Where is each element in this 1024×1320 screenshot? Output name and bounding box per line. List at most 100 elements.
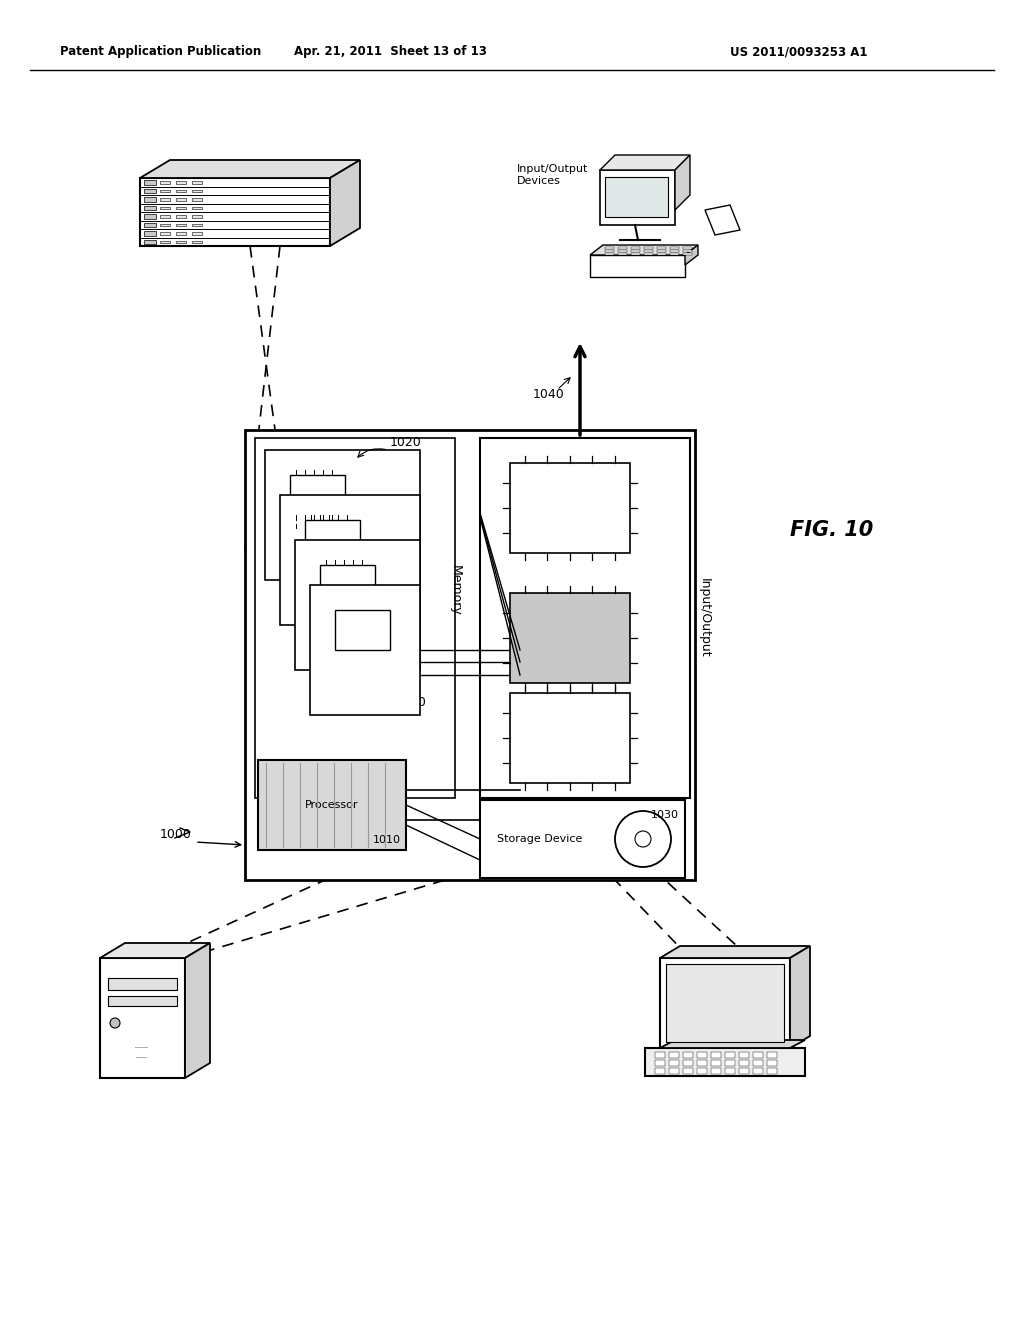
Text: FIG. 10: FIG. 10 bbox=[790, 520, 873, 540]
Bar bbox=[753, 1060, 763, 1067]
Bar bbox=[144, 180, 156, 185]
Text: 1030: 1030 bbox=[651, 810, 679, 820]
Bar bbox=[655, 1052, 665, 1059]
Bar bbox=[100, 958, 185, 1078]
Bar bbox=[144, 206, 156, 210]
Bar bbox=[160, 198, 170, 201]
Bar bbox=[753, 1052, 763, 1059]
Bar bbox=[725, 1060, 735, 1067]
Bar bbox=[725, 1052, 735, 1059]
Bar bbox=[711, 1068, 721, 1074]
Bar bbox=[160, 181, 170, 183]
Bar bbox=[618, 247, 627, 249]
Bar bbox=[669, 1052, 679, 1059]
Bar bbox=[310, 585, 420, 715]
Bar bbox=[176, 232, 186, 235]
Bar bbox=[160, 232, 170, 235]
Bar bbox=[697, 1060, 707, 1067]
Bar bbox=[767, 1068, 777, 1074]
Text: 1040: 1040 bbox=[534, 388, 565, 401]
Bar bbox=[657, 249, 666, 252]
Bar bbox=[193, 198, 202, 201]
Text: US 2011/0093253 A1: US 2011/0093253 A1 bbox=[730, 45, 867, 58]
Bar bbox=[193, 190, 202, 191]
Bar bbox=[144, 231, 156, 235]
Bar bbox=[160, 215, 170, 218]
Bar bbox=[176, 215, 186, 218]
Bar bbox=[631, 253, 640, 255]
Bar bbox=[739, 1068, 749, 1074]
Bar bbox=[666, 964, 784, 1041]
Text: 1010: 1010 bbox=[373, 836, 401, 845]
Polygon shape bbox=[705, 205, 740, 235]
Bar bbox=[683, 249, 692, 252]
Bar bbox=[725, 1068, 735, 1074]
Text: Memory: Memory bbox=[449, 565, 462, 615]
Bar bbox=[683, 1052, 693, 1059]
Bar bbox=[160, 240, 170, 243]
Bar bbox=[711, 1060, 721, 1067]
Polygon shape bbox=[645, 1048, 805, 1076]
Text: Apr. 21, 2011  Sheet 13 of 13: Apr. 21, 2011 Sheet 13 of 13 bbox=[294, 45, 486, 58]
Bar bbox=[683, 253, 692, 255]
Polygon shape bbox=[790, 946, 810, 1048]
Bar bbox=[655, 1060, 665, 1067]
Bar bbox=[144, 189, 156, 193]
Bar bbox=[480, 800, 685, 878]
Polygon shape bbox=[660, 1040, 805, 1048]
Bar bbox=[319, 618, 375, 653]
Bar bbox=[176, 181, 186, 183]
Bar bbox=[305, 573, 360, 609]
Bar bbox=[295, 540, 420, 671]
Polygon shape bbox=[660, 946, 810, 958]
Bar bbox=[193, 181, 202, 183]
Text: 1050: 1050 bbox=[395, 697, 427, 710]
Bar bbox=[193, 223, 202, 226]
Bar bbox=[193, 206, 202, 209]
Bar bbox=[144, 197, 156, 202]
Bar bbox=[335, 610, 390, 649]
Bar bbox=[669, 1060, 679, 1067]
Bar bbox=[510, 463, 630, 553]
Bar bbox=[683, 1068, 693, 1074]
Bar bbox=[176, 223, 186, 226]
Bar bbox=[618, 253, 627, 255]
Bar bbox=[590, 255, 685, 277]
Bar bbox=[265, 450, 420, 579]
Bar bbox=[280, 495, 420, 624]
Polygon shape bbox=[140, 160, 360, 178]
Bar bbox=[193, 215, 202, 218]
Bar bbox=[319, 565, 375, 605]
Bar bbox=[657, 253, 666, 255]
Bar bbox=[193, 232, 202, 235]
Text: 1020: 1020 bbox=[390, 437, 422, 450]
Polygon shape bbox=[675, 154, 690, 210]
Text: Input/Output
Devices: Input/Output Devices bbox=[517, 164, 589, 186]
Bar bbox=[605, 247, 614, 249]
Text: -------: ------- bbox=[135, 1045, 150, 1051]
Bar bbox=[290, 475, 345, 515]
Bar bbox=[176, 198, 186, 201]
Bar bbox=[644, 249, 653, 252]
Bar bbox=[670, 253, 679, 255]
Bar bbox=[245, 430, 695, 880]
Bar bbox=[697, 1068, 707, 1074]
Bar bbox=[176, 206, 186, 209]
Bar bbox=[683, 1060, 693, 1067]
Bar bbox=[697, 1052, 707, 1059]
Bar bbox=[605, 177, 668, 216]
Bar bbox=[644, 253, 653, 255]
Polygon shape bbox=[100, 942, 210, 958]
Bar bbox=[605, 253, 614, 255]
Polygon shape bbox=[590, 246, 698, 255]
Text: ------: ------ bbox=[136, 1056, 148, 1060]
Bar bbox=[618, 249, 627, 252]
Bar bbox=[290, 528, 345, 564]
Bar bbox=[655, 1068, 665, 1074]
Polygon shape bbox=[685, 246, 698, 265]
Bar bbox=[631, 247, 640, 249]
Bar bbox=[258, 760, 406, 850]
Bar bbox=[670, 247, 679, 249]
Polygon shape bbox=[660, 958, 790, 1048]
Bar bbox=[644, 247, 653, 249]
